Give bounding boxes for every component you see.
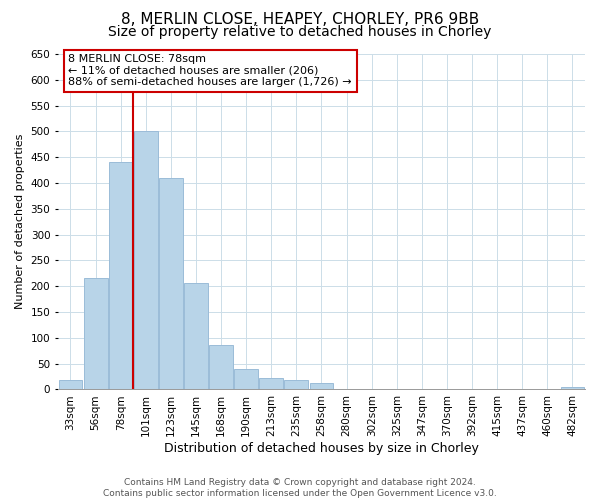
Bar [560, 387, 584, 390]
Bar [83, 278, 107, 390]
Text: 8 MERLIN CLOSE: 78sqm
← 11% of detached houses are smaller (206)
88% of semi-det: 8 MERLIN CLOSE: 78sqm ← 11% of detached … [68, 54, 352, 87]
Bar [209, 344, 233, 390]
Bar [134, 132, 158, 390]
Text: Size of property relative to detached houses in Chorley: Size of property relative to detached ho… [109, 25, 491, 39]
Bar [184, 282, 208, 390]
Bar [59, 380, 82, 390]
Bar [159, 178, 183, 390]
Y-axis label: Number of detached properties: Number of detached properties [15, 134, 25, 310]
Bar [234, 369, 258, 390]
Bar [284, 380, 308, 390]
Bar [310, 384, 334, 390]
Text: Contains HM Land Registry data © Crown copyright and database right 2024.
Contai: Contains HM Land Registry data © Crown c… [103, 478, 497, 498]
Text: 8, MERLIN CLOSE, HEAPEY, CHORLEY, PR6 9BB: 8, MERLIN CLOSE, HEAPEY, CHORLEY, PR6 9B… [121, 12, 479, 28]
Bar [109, 162, 133, 390]
X-axis label: Distribution of detached houses by size in Chorley: Distribution of detached houses by size … [164, 442, 479, 455]
Bar [259, 378, 283, 390]
